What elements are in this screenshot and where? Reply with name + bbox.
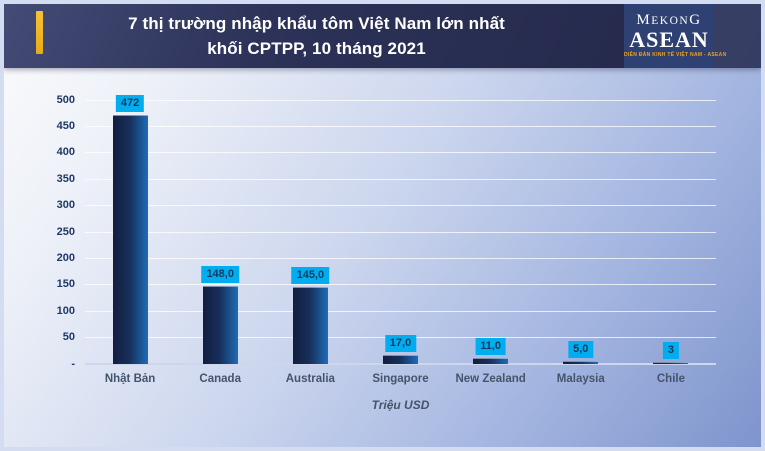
logo-word-asean: ASEAN xyxy=(629,27,709,52)
y-axis-tick-label: 450 xyxy=(56,119,75,132)
bar-nhật-bản xyxy=(112,114,148,364)
value-label: 3 xyxy=(662,342,679,360)
category-label: Canada xyxy=(199,373,241,385)
y-axis-tick-label: 200 xyxy=(56,251,75,264)
chart-title: 7 thị trường nhập khẩu tôm Việt Nam lớn … xyxy=(64,11,569,61)
y-axis-tick-label: 350 xyxy=(56,172,75,185)
bar-new-zealand xyxy=(473,358,509,364)
category-label: Nhật Bản xyxy=(104,373,156,385)
gridline xyxy=(85,231,716,233)
category-label: Chile xyxy=(656,373,685,385)
bar-canada xyxy=(202,285,238,364)
value-label: 472 xyxy=(115,94,145,112)
y-axis-tick-label: 150 xyxy=(56,278,75,291)
y-axis-tick-label: 50 xyxy=(62,331,75,344)
x-axis-line xyxy=(85,363,716,365)
chart-title-line2: khối CPTPP, 10 tháng 2021 xyxy=(207,39,426,58)
chart-title-line1: 7 thị trường nhập khẩu tôm Việt Nam lớn … xyxy=(128,14,505,33)
header: 7 thị trường nhập khẩu tôm Việt Nam lớn … xyxy=(4,4,761,68)
bar-singapore xyxy=(383,355,418,364)
header-right-strip xyxy=(714,4,761,68)
mekong-asean-logo: MEKONG ASEAN DIỄN ĐÀN KINH TẾ VIỆT NAM -… xyxy=(624,4,727,68)
y-axis-tick-label: 300 xyxy=(56,199,75,212)
yellow-accent-bar xyxy=(36,11,43,54)
y-axis-tick-label: 250 xyxy=(56,225,75,238)
value-label: 5,0 xyxy=(568,341,594,359)
gridline xyxy=(85,257,716,259)
logo-word-mekong: MEKONG xyxy=(636,12,702,28)
y-axis-tick-label: 400 xyxy=(56,146,75,159)
bar-malaysia xyxy=(563,361,599,364)
x-axis-title: Triệu USD xyxy=(371,398,430,412)
bar-chile xyxy=(653,362,689,364)
category-label: Singapore xyxy=(372,373,429,385)
category-label: Australia xyxy=(285,373,335,385)
value-label: 145,0 xyxy=(291,267,330,285)
gridline xyxy=(85,205,716,207)
y-axis-tick-label: 500 xyxy=(56,93,75,106)
gridline xyxy=(85,125,716,127)
bar-chart: - 50 100 150 200 250 300 350 400 450 500 472 Nhật Bả… xyxy=(4,68,761,447)
infographic-canvas: 7 thị trường nhập khẩu tôm Việt Nam lớn … xyxy=(4,4,761,447)
logo-tagline: DIỄN ĐÀN KINH TẾ VIỆT NAM - ASEAN xyxy=(624,52,727,58)
y-axis-tick-label: - xyxy=(71,357,75,370)
gridline xyxy=(85,99,716,101)
category-label: New Zealand xyxy=(455,373,526,385)
gridline xyxy=(85,284,716,286)
gridline xyxy=(85,152,716,154)
value-label: 11,0 xyxy=(475,338,507,356)
value-label: 17,0 xyxy=(384,335,417,353)
gridline xyxy=(85,310,716,312)
bar-australia xyxy=(292,287,328,364)
category-label: Malaysia xyxy=(556,373,605,385)
value-label: 148,0 xyxy=(201,265,239,283)
y-axis-tick-label: 100 xyxy=(56,304,75,317)
gridline xyxy=(85,178,716,180)
